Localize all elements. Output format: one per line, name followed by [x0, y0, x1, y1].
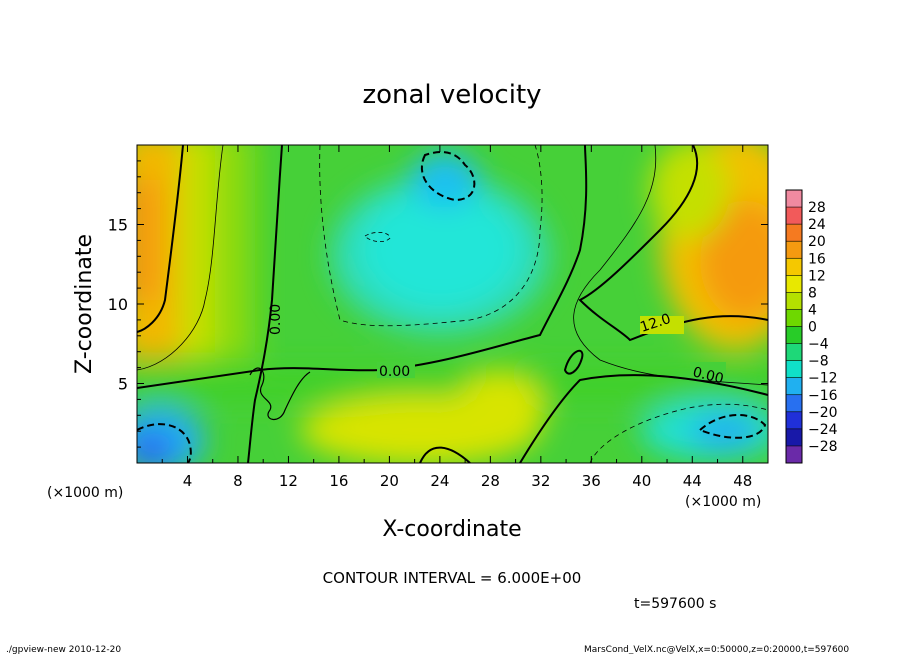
y-tick-label: 15	[108, 216, 128, 235]
footer-right: MarsCond_VelX.nc@VelX,x=0:50000,z=0:2000…	[584, 645, 849, 654]
contour-neg12-top	[420, 151, 476, 202]
y-axis-label: Z-coordinate	[72, 234, 97, 374]
colorbar-label: 16	[808, 251, 826, 267]
x-tick-label: 40	[632, 472, 651, 490]
colorbar-label: 0	[808, 320, 817, 336]
contour-label-group: 0.00 0.00 12.0 0.00	[268, 304, 726, 387]
x-tick-label: 28	[481, 472, 500, 490]
colorbar-label: −16	[808, 388, 838, 404]
colorbar-swatch	[786, 309, 802, 327]
colorbar-label: 28	[808, 200, 826, 216]
x-tick-label: 20	[380, 472, 399, 490]
colorbar-swatch	[786, 377, 802, 395]
x-axis: 4 8 12 16 20 24 28 32 36 40 44 48	[161, 145, 752, 490]
colorbar-swatch	[786, 360, 802, 378]
x-tick-label: 44	[683, 472, 702, 490]
colorbar-swatch	[786, 275, 802, 293]
colorbar-label: −28	[808, 439, 838, 455]
colorbar-swatch	[786, 207, 802, 225]
y-tick-label: 5	[118, 375, 128, 394]
colorbar-label: −8	[808, 354, 829, 370]
x-axis-unit: (×1000 m)	[685, 494, 761, 510]
contour-neg12-bottom-right	[698, 413, 767, 439]
colorbar-label: 4	[808, 302, 817, 318]
x-tick-label: 48	[733, 472, 752, 490]
contour-label-0c: 0.00	[268, 304, 284, 335]
x-tick-label: 4	[183, 472, 193, 490]
colorbar-swatch	[786, 258, 802, 276]
contour-0-bottom	[419, 446, 471, 463]
contour-6-left	[137, 145, 224, 371]
x-tick-label: 32	[531, 472, 550, 490]
contour-0-lower-right	[519, 374, 768, 463]
contour-lines	[137, 145, 768, 463]
colorbar-label: −4	[808, 337, 829, 353]
colorbar-swatch	[786, 394, 802, 412]
contour-neg6-center	[319, 145, 543, 327]
x-tick-label: 12	[279, 472, 298, 490]
time-text: t=597600 s	[634, 596, 716, 612]
y-axis-unit: (×1000 m)	[47, 485, 123, 501]
x-axis-label: X-coordinate	[382, 517, 521, 542]
footer-left: ./gpview-new 2010-12-20	[6, 645, 121, 654]
contour-label-0a: 0.00	[379, 364, 410, 380]
x-tick-label: 24	[430, 472, 449, 490]
y-axis: 5 10 15	[108, 160, 768, 448]
colorbar-swatch	[786, 343, 802, 361]
colorbar-label: −24	[808, 422, 838, 438]
contour-small-loop	[563, 349, 584, 375]
colorbar-swatch	[786, 445, 802, 463]
x-tick-label: 16	[329, 472, 348, 490]
colorbar-label: 24	[808, 217, 826, 233]
colorbar-swatch	[786, 241, 802, 259]
contour-neg12-bottom-left	[137, 423, 192, 463]
contour-wiggles	[249, 367, 311, 420]
plot-area: 0.00 0.00 12.0 0.00	[137, 145, 768, 463]
colorbar-swatch	[786, 428, 802, 446]
colorbar-swatch	[786, 224, 802, 242]
colorbar-swatch	[786, 292, 802, 310]
colorbar-label: 12	[808, 268, 826, 284]
x-tick-label: 36	[582, 472, 601, 490]
contour-neg6-small	[364, 232, 391, 242]
colorbar-label: −20	[808, 405, 838, 421]
contour-12-left	[137, 145, 184, 333]
colorbar-label: −12	[808, 371, 838, 387]
colorbar-swatch	[786, 411, 802, 429]
contour-0-vertical	[247, 145, 283, 463]
contour-12-right	[578, 145, 768, 342]
velocity-field	[137, 145, 768, 463]
colorbar-swatch	[786, 326, 802, 344]
x-tick-label: 8	[233, 472, 243, 490]
y-tick-label: 10	[108, 295, 128, 314]
contour-label-0b: 0.00	[691, 364, 725, 387]
chart-title: zonal velocity	[362, 80, 541, 110]
colorbar-swatch	[786, 190, 802, 208]
contour-neg6-right-bottom	[589, 403, 768, 463]
colorbar-label: 20	[808, 234, 826, 250]
contour-0-main	[137, 145, 588, 389]
contour-interval-text: CONTOUR INTERVAL = 6.000E+00	[323, 569, 582, 587]
colorbar-label: 8	[808, 285, 817, 301]
